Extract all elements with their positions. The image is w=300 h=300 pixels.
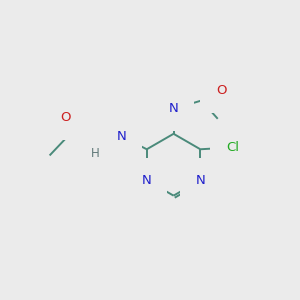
Text: N: N [117, 130, 127, 143]
Text: N: N [142, 174, 152, 187]
Text: Cl: Cl [226, 141, 239, 154]
Text: N: N [169, 102, 178, 115]
Text: N: N [89, 132, 99, 145]
Text: N: N [89, 132, 99, 145]
Text: H: H [157, 93, 166, 106]
Text: O: O [216, 84, 227, 97]
Text: H: H [91, 147, 100, 160]
Text: O: O [216, 84, 227, 97]
Text: O: O [61, 111, 71, 124]
Text: O: O [61, 111, 71, 124]
Text: N: N [196, 174, 205, 187]
Text: N: N [196, 174, 205, 187]
Text: H: H [157, 93, 166, 106]
Text: H: H [91, 147, 100, 160]
Text: N: N [142, 174, 152, 187]
Text: N: N [169, 102, 178, 115]
Text: Cl: Cl [226, 141, 239, 154]
Text: N: N [117, 130, 127, 143]
